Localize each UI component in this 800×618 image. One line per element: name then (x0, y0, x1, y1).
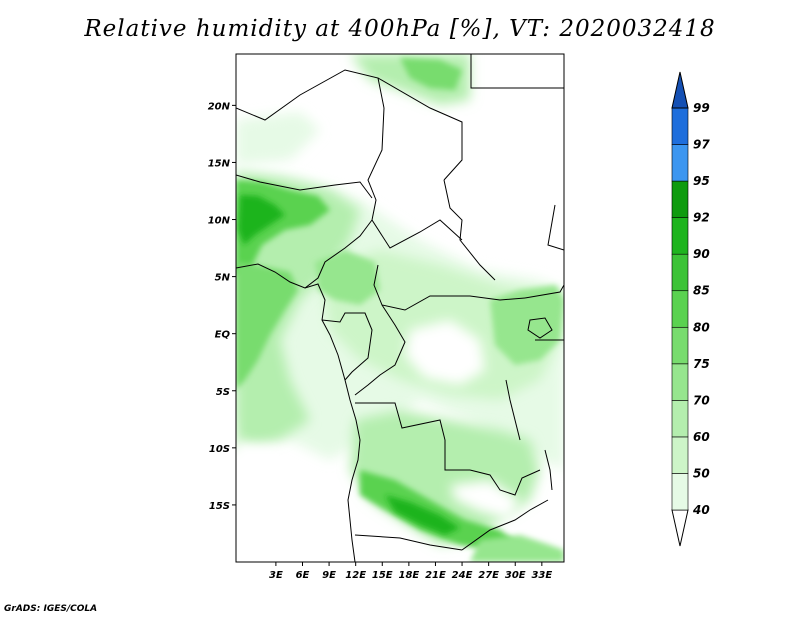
lon-tick-label: 21E (425, 570, 446, 581)
lon-tick-label: 12E (345, 570, 366, 581)
humidity-area-congo-clear (405, 320, 485, 385)
colorbar-label: 50 (693, 466, 710, 480)
map-frame (235, 53, 565, 563)
colorbar-band (671, 144, 689, 182)
border-east-lakes (524, 284, 564, 299)
humidity-area-southeast (470, 535, 564, 562)
lat-tick-label: 5N (215, 273, 231, 284)
lon-tick-label: 27E (478, 570, 499, 581)
colorbar-label: 85 (693, 284, 710, 298)
colorbar-label: 97 (693, 138, 710, 152)
colorbar-band (671, 363, 689, 401)
colorbar-band (671, 326, 689, 365)
humidity-area-angola-core (385, 495, 460, 535)
border-nigeria-cameroon (304, 219, 373, 289)
border-angola-namibia (354, 534, 463, 551)
border-drc-zambia (469, 469, 541, 496)
lat-axis: 20N 15N 10N 5N EQ 5S 10S 15S (208, 101, 236, 512)
colorbar-label: 90 (693, 247, 710, 261)
colorbar-label: 95 (693, 174, 710, 188)
colorbar-band (671, 217, 689, 255)
border-sudan-east (547, 204, 564, 251)
lon-tick-label: 6E (296, 570, 310, 581)
lon-tick-label: 3E (269, 570, 283, 581)
country-borders (236, 54, 564, 562)
lat-tick-label: 10N (208, 216, 231, 227)
lat-tick-label: 5S (216, 387, 230, 398)
border-cameroon-car (371, 219, 463, 249)
humidity-area-cameroon (315, 250, 380, 305)
border-libya-egypt (470, 54, 564, 89)
lon-tick-label: 24E (452, 570, 473, 581)
colorbar-label: 40 (692, 503, 710, 517)
colorbar: 40 50 60 70 75 80 85 90 92 95 97 99 (671, 71, 710, 547)
humidity-field (236, 54, 564, 562)
border-niger-nigeria (236, 174, 373, 199)
border-zambia-zimbabwe (461, 499, 549, 551)
colorbar-band (671, 436, 689, 474)
colorbar-band (671, 253, 689, 292)
border-drc-angola (355, 402, 470, 471)
lon-tick-label: 9E (322, 570, 336, 581)
colorbar-label: 70 (693, 393, 710, 407)
lon-axis: 3E 6E 9E 12E 15E 18E 21E 24E 27E 30E 33E (269, 562, 552, 581)
border-drc-congo (354, 304, 406, 396)
colorbar-label: 60 (693, 430, 710, 444)
colorbar-label: 92 (693, 211, 710, 225)
border-gabon-congo (321, 312, 373, 381)
lon-tick-label: 15E (372, 570, 393, 581)
colorbar-band (671, 180, 689, 218)
colorbar-label: 80 (693, 320, 710, 334)
border-libya-niger-chad (377, 77, 463, 181)
colorbar-band (671, 290, 689, 328)
coastline-west (236, 263, 361, 562)
colorbar-label: 99 (693, 101, 710, 115)
border-car-south (373, 264, 526, 311)
lat-tick-label: EQ (215, 330, 231, 341)
colorbar-band (671, 107, 689, 145)
lat-tick-label: 10S (209, 444, 230, 455)
lat-tick-label: 15S (209, 501, 230, 512)
humidity-area-libya (400, 58, 462, 90)
credit-label: GrADS: IGES/COLA (4, 604, 98, 614)
colorbar-band (671, 473, 689, 511)
colorbar-label: 75 (693, 357, 710, 371)
lake-malawi (544, 449, 553, 491)
lon-tick-label: 18E (398, 570, 419, 581)
humidity-area-east-africa (490, 285, 564, 365)
colorbar-upper-extension (671, 71, 689, 109)
lat-tick-label: 15N (208, 158, 231, 169)
border-chad-sudan (443, 179, 496, 281)
humidity-area-clear-southeast (450, 480, 520, 520)
lat-tick-label: 20N (208, 101, 231, 112)
border-algeria-niger (236, 69, 385, 121)
lake-tanganyika (505, 379, 521, 441)
lon-tick-label: 30E (505, 570, 526, 581)
humidity-area-guinea-coast (236, 262, 298, 390)
lake-victoria (527, 317, 553, 339)
map-title: Relative humidity at 400hPa [%], VT: 202… (84, 16, 716, 42)
lon-tick-label: 33E (531, 570, 552, 581)
humidity-area-clear-southwest (236, 440, 330, 562)
colorbar-lower-extension (671, 509, 689, 547)
colorbar-band (671, 400, 689, 438)
humidity-area-algeria-west (236, 112, 320, 165)
map-panel: 20N 15N 10N 5N EQ 5S 10S 15S 3E 6E 9E 12E 15E 18E 21E… (208, 53, 565, 581)
humidity-area-angola-band (360, 470, 520, 552)
border-niger-chad (367, 107, 385, 221)
humidity-area-sahel-peak (238, 195, 285, 245)
